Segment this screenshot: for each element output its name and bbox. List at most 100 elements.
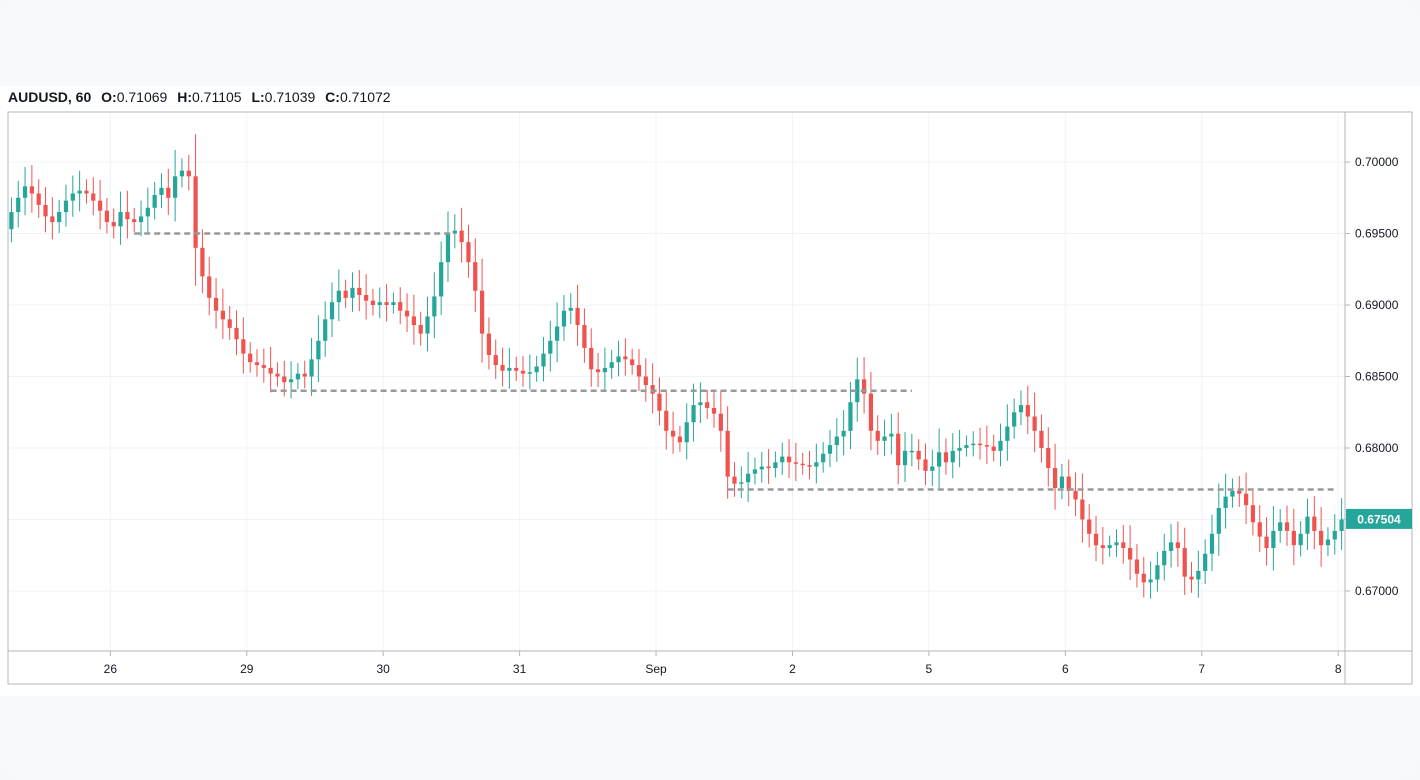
candle-body: [930, 466, 935, 471]
candle-body: [57, 212, 62, 223]
candle-body: [636, 365, 642, 377]
candle: [875, 415, 880, 455]
x-tick-label: 29: [240, 662, 254, 676]
candle: [350, 272, 355, 312]
candle-body: [29, 186, 34, 194]
candle: [1298, 521, 1303, 557]
candle: [173, 149, 178, 222]
candle-body: [404, 310, 410, 317]
candle: [1141, 557, 1146, 598]
candle: [1066, 459, 1071, 507]
candle: [1203, 539, 1208, 585]
candle: [698, 382, 703, 423]
candle: [514, 356, 519, 381]
candle: [364, 274, 369, 320]
candle-body: [1237, 490, 1242, 494]
candle: [1059, 463, 1065, 500]
candle-body: [1155, 565, 1160, 580]
candle-body: [834, 436, 839, 446]
candle-body: [1332, 530, 1337, 540]
plot-frame: [7, 111, 1413, 685]
low-value: 0.71039: [264, 89, 316, 105]
candle-body: [1216, 508, 1221, 534]
candle: [534, 355, 539, 382]
candle-body: [1203, 553, 1208, 571]
candle-body: [616, 356, 621, 363]
candle: [561, 294, 567, 341]
candle: [1182, 527, 1187, 595]
candle-body: [227, 319, 232, 328]
candle-body: [555, 326, 560, 341]
candle: [1148, 561, 1153, 599]
candle: [780, 442, 785, 475]
candle-body: [514, 367, 519, 371]
y-tick-label: 0.68500: [1355, 369, 1399, 383]
candle-body: [1107, 545, 1112, 549]
candle-body: [793, 462, 798, 464]
candle-body: [780, 456, 785, 463]
candle-body: [698, 402, 703, 406]
candle: [725, 406, 730, 499]
candle: [111, 208, 116, 239]
candle: [793, 442, 798, 482]
candle-body: [432, 296, 437, 317]
candle-body: [609, 362, 614, 368]
y-tick-label: 0.68000: [1355, 441, 1399, 455]
candle: [145, 187, 150, 235]
candle: [766, 448, 771, 484]
candle-body: [1209, 533, 1215, 554]
candle: [43, 187, 48, 233]
candle-body: [896, 433, 901, 466]
candle: [930, 449, 935, 487]
candle: [309, 337, 314, 396]
candle: [759, 451, 764, 483]
candle: [991, 434, 996, 462]
candle: [950, 433, 955, 479]
candle-body: [241, 339, 246, 354]
candle-body: [670, 430, 676, 437]
candle-body: [821, 453, 826, 463]
candle: [432, 272, 437, 339]
candle: [739, 466, 744, 499]
close-label: C:: [325, 89, 340, 105]
candle: [889, 413, 894, 455]
candle: [602, 347, 607, 391]
candle: [248, 342, 253, 373]
candle-body: [752, 469, 758, 474]
candle: [418, 311, 423, 346]
candle: [807, 450, 812, 480]
candle-body: [759, 466, 764, 470]
candle-body: [248, 353, 253, 363]
candle: [691, 383, 696, 442]
candle-body: [861, 379, 867, 394]
candle: [22, 166, 28, 216]
candle-body: [548, 340, 553, 354]
candle-body: [1284, 522, 1290, 531]
candle: [630, 348, 635, 375]
candle: [1107, 535, 1112, 557]
candle: [855, 357, 860, 422]
candle: [684, 403, 689, 460]
candle-body: [91, 193, 96, 201]
candle-body: [234, 327, 239, 340]
candle: [1046, 427, 1051, 487]
candle: [36, 179, 41, 218]
candle-body: [1005, 426, 1010, 441]
candle-body: [589, 347, 594, 370]
symbol-label[interactable]: AUDUSD, 60: [8, 89, 92, 105]
candle: [800, 452, 805, 475]
candle-body: [282, 376, 287, 383]
candle-body: [855, 379, 860, 403]
candle-body: [1162, 550, 1167, 566]
candle: [1025, 385, 1030, 435]
candle: [1162, 533, 1167, 581]
candle-body: [923, 459, 928, 471]
x-tick-label: 2: [789, 662, 796, 676]
candle-body: [384, 302, 389, 306]
candle-body: [725, 430, 730, 477]
candle: [1032, 392, 1037, 453]
candle-body: [486, 333, 492, 356]
candle-body: [466, 242, 471, 263]
candle-body: [943, 452, 949, 463]
